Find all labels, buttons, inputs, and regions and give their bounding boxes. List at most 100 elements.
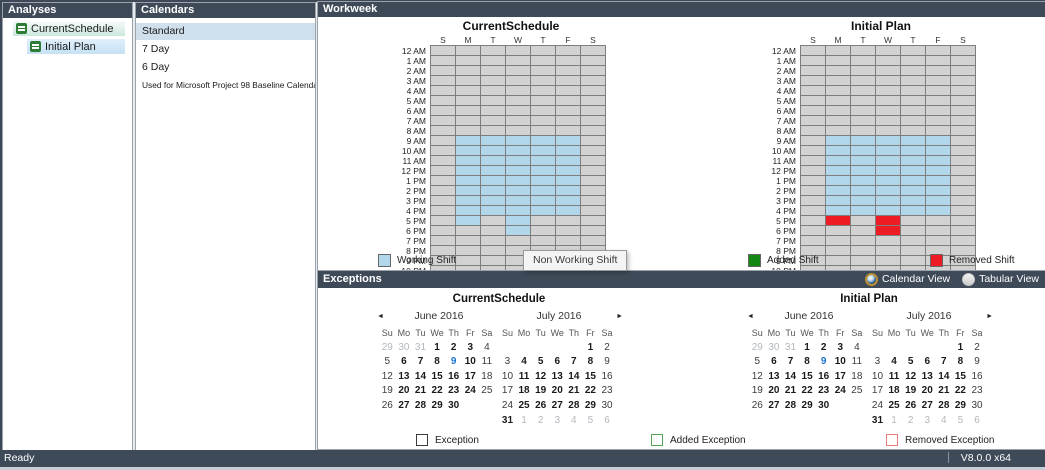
calendar-date: 29	[381, 341, 393, 353]
shift-cell	[430, 175, 456, 186]
shift-cell	[850, 245, 876, 256]
day-header: T	[860, 34, 866, 45]
hour-label: 3 AM	[406, 75, 426, 86]
working-shift-cell	[875, 185, 901, 196]
calendar-date: 28	[568, 399, 580, 411]
working-shift-cell	[900, 145, 926, 156]
working-shift-cell	[480, 175, 506, 186]
calendar-date: 4	[854, 341, 860, 353]
calendar-view-label[interactable]: Calendar View	[881, 273, 951, 285]
day-name: Mo	[397, 328, 411, 338]
calendar-date: 13	[921, 370, 933, 382]
exceptions-panel-title: Exceptions	[323, 273, 382, 285]
calendar-date: 10	[834, 356, 846, 368]
shift-cell	[555, 235, 581, 246]
day-name: Su	[871, 328, 883, 338]
shift-cell	[875, 65, 901, 76]
calendar-date: 26	[905, 399, 917, 411]
calendar-item-6-day[interactable]: 6 Day	[142, 61, 170, 73]
shift-cell	[530, 75, 556, 86]
shift-cell	[580, 105, 606, 116]
calendar-date: 2	[450, 341, 457, 353]
shift-cell	[875, 85, 901, 96]
workweek-grid: S M T W T F S 12 AM 1 AM 2 AM 3 AM 4 AM 5 AM 6 AM 7 AM…	[378, 34, 606, 286]
calendar-date: 24	[871, 399, 884, 411]
calendar-date: 2	[907, 414, 914, 426]
shift-cell	[900, 225, 926, 236]
hour-label: 5 PM	[406, 215, 426, 226]
next-month-icon[interactable]: ►	[616, 313, 623, 320]
exception-swatch	[416, 434, 428, 446]
working-shift-cell	[455, 155, 481, 166]
calendar-date: 18	[518, 385, 530, 397]
shift-cell	[950, 225, 976, 236]
calendar-blank	[462, 399, 479, 414]
calendar-date: 22	[801, 385, 813, 397]
calendar-date: 31	[501, 414, 514, 426]
hour-label: 2 AM	[406, 65, 426, 76]
working-shift-cell	[825, 195, 851, 206]
hour-label: 5 PM	[776, 215, 796, 226]
shift-cell	[850, 115, 876, 126]
shift-cell	[800, 95, 826, 106]
calendar-blank	[566, 341, 583, 356]
shift-cell	[875, 115, 901, 126]
tree-item-currentschedule[interactable]: CurrentSchedule	[13, 21, 125, 36]
shift-cell	[950, 195, 976, 206]
shift-cell	[505, 115, 531, 126]
hour-label: 7 AM	[776, 115, 796, 126]
tabular-view-option[interactable]: Tabular View	[962, 271, 1039, 288]
prev-month-icon[interactable]: ◄	[377, 313, 384, 320]
calendar-date: 23	[818, 385, 830, 397]
shift-cell	[850, 95, 876, 106]
analyses-panel: Analyses CurrentSchedule Initial Plan	[2, 2, 133, 451]
shift-cell	[950, 175, 976, 186]
calendar-view-radio-icon[interactable]	[864, 273, 878, 286]
shift-cell	[530, 225, 556, 236]
shift-cell	[900, 245, 926, 256]
working-shift-cell	[925, 155, 951, 166]
calendar-blank	[462, 414, 479, 429]
calendar-date: 11	[481, 356, 493, 368]
calendar-blank	[412, 414, 429, 429]
calendar-date: 9	[450, 356, 457, 368]
shift-cell	[800, 65, 826, 76]
calendar-item-7-day[interactable]: 7 Day	[142, 43, 170, 55]
calendar-date: 19	[535, 385, 547, 397]
calendar-date: 3	[504, 356, 511, 368]
calendar-item-standard[interactable]: Standard	[136, 23, 315, 40]
calendar-view-option[interactable]: Calendar View	[864, 271, 951, 288]
shift-cell	[480, 225, 506, 236]
shift-cell	[800, 215, 826, 226]
shift-cell	[555, 225, 581, 236]
tabular-view-label[interactable]: Tabular View	[979, 273, 1039, 285]
working-shift-cell	[480, 145, 506, 156]
calendar-date: 29	[954, 399, 966, 411]
shift-cell	[825, 225, 851, 236]
shift-cell	[800, 175, 826, 186]
calendar-item-used-for-microsoft-project-98-baseline-calendar[interactable]: Used for Microsoft Project 98 Baseline C…	[142, 80, 315, 90]
hour-label: 2 PM	[406, 185, 426, 196]
view-switcher: Calendar View Tabular View	[864, 271, 1039, 288]
window-bottom-edge	[0, 467, 1045, 470]
shift-cell	[580, 175, 606, 186]
working-shift-cell	[530, 165, 556, 176]
shift-cell	[925, 215, 951, 226]
next-month-icon[interactable]: ►	[986, 313, 993, 320]
working-shift-cell	[455, 175, 481, 186]
tabular-view-radio-icon[interactable]	[962, 273, 976, 286]
tree-item-initial-plan[interactable]: Initial Plan	[27, 39, 125, 54]
shift-cell	[950, 45, 976, 56]
shift-cell	[875, 55, 901, 66]
calendar-blank	[782, 414, 799, 429]
month-grid-june: Su Mo Tu We Th Fr Sa 29 30 31 1 2 3 4 5 6 7 8 9 10 11 12 13 14 1…	[379, 326, 495, 428]
exception-calendar-group-initial-plan: Initial Plan ◄ June 2016 July 2016 ► Su M…	[747, 293, 993, 429]
hour-label: 2 AM	[776, 65, 796, 76]
shift-cell	[430, 85, 456, 96]
calendar-date: 22	[584, 385, 596, 397]
shift-cell	[925, 45, 951, 56]
hour-label: 9 AM	[776, 135, 796, 146]
calendar-date: 14	[938, 370, 950, 382]
working-shift-cell	[530, 185, 556, 196]
prev-month-icon[interactable]: ◄	[747, 313, 754, 320]
